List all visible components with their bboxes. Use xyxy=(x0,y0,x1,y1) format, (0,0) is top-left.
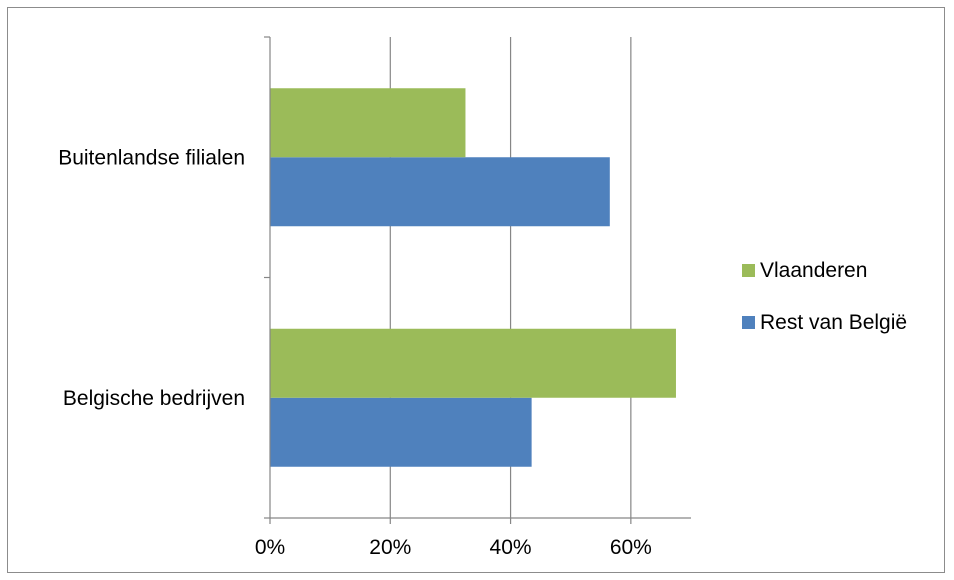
bar-belgische-bedrijven-rest-van-belgië xyxy=(270,397,532,467)
y-category-labels: Belgische bedrijven Buitenlandse filialen xyxy=(58,146,245,410)
bar-buitenlandse-filialen-vlaanderen xyxy=(270,88,466,158)
legend-swatch-vlaanderen xyxy=(742,264,755,277)
bar-buitenlandse-filialen-rest-van-belgië xyxy=(270,157,610,227)
bars xyxy=(270,88,676,467)
legend-swatch-rest-van-belgië xyxy=(742,316,755,329)
bar-belgische-bedrijven-vlaanderen xyxy=(270,328,676,398)
x-tick-labels: 0% 20% 40% 60% xyxy=(255,536,652,559)
chart-frame xyxy=(7,7,945,573)
legend-label: Vlaanderen xyxy=(760,259,867,282)
axes xyxy=(264,36,691,524)
x-tick-label: 20% xyxy=(369,536,411,559)
x-tick-label: 60% xyxy=(610,536,652,559)
legend-label: Rest van België xyxy=(760,311,907,334)
x-tick-label: 40% xyxy=(490,536,532,559)
y-category-label: Buitenlandse filialen xyxy=(58,146,245,169)
x-tick-label: 0% xyxy=(255,536,285,559)
y-category-label: Belgische bedrijven xyxy=(63,387,245,410)
legend: Vlaanderen Rest van België xyxy=(742,259,907,334)
